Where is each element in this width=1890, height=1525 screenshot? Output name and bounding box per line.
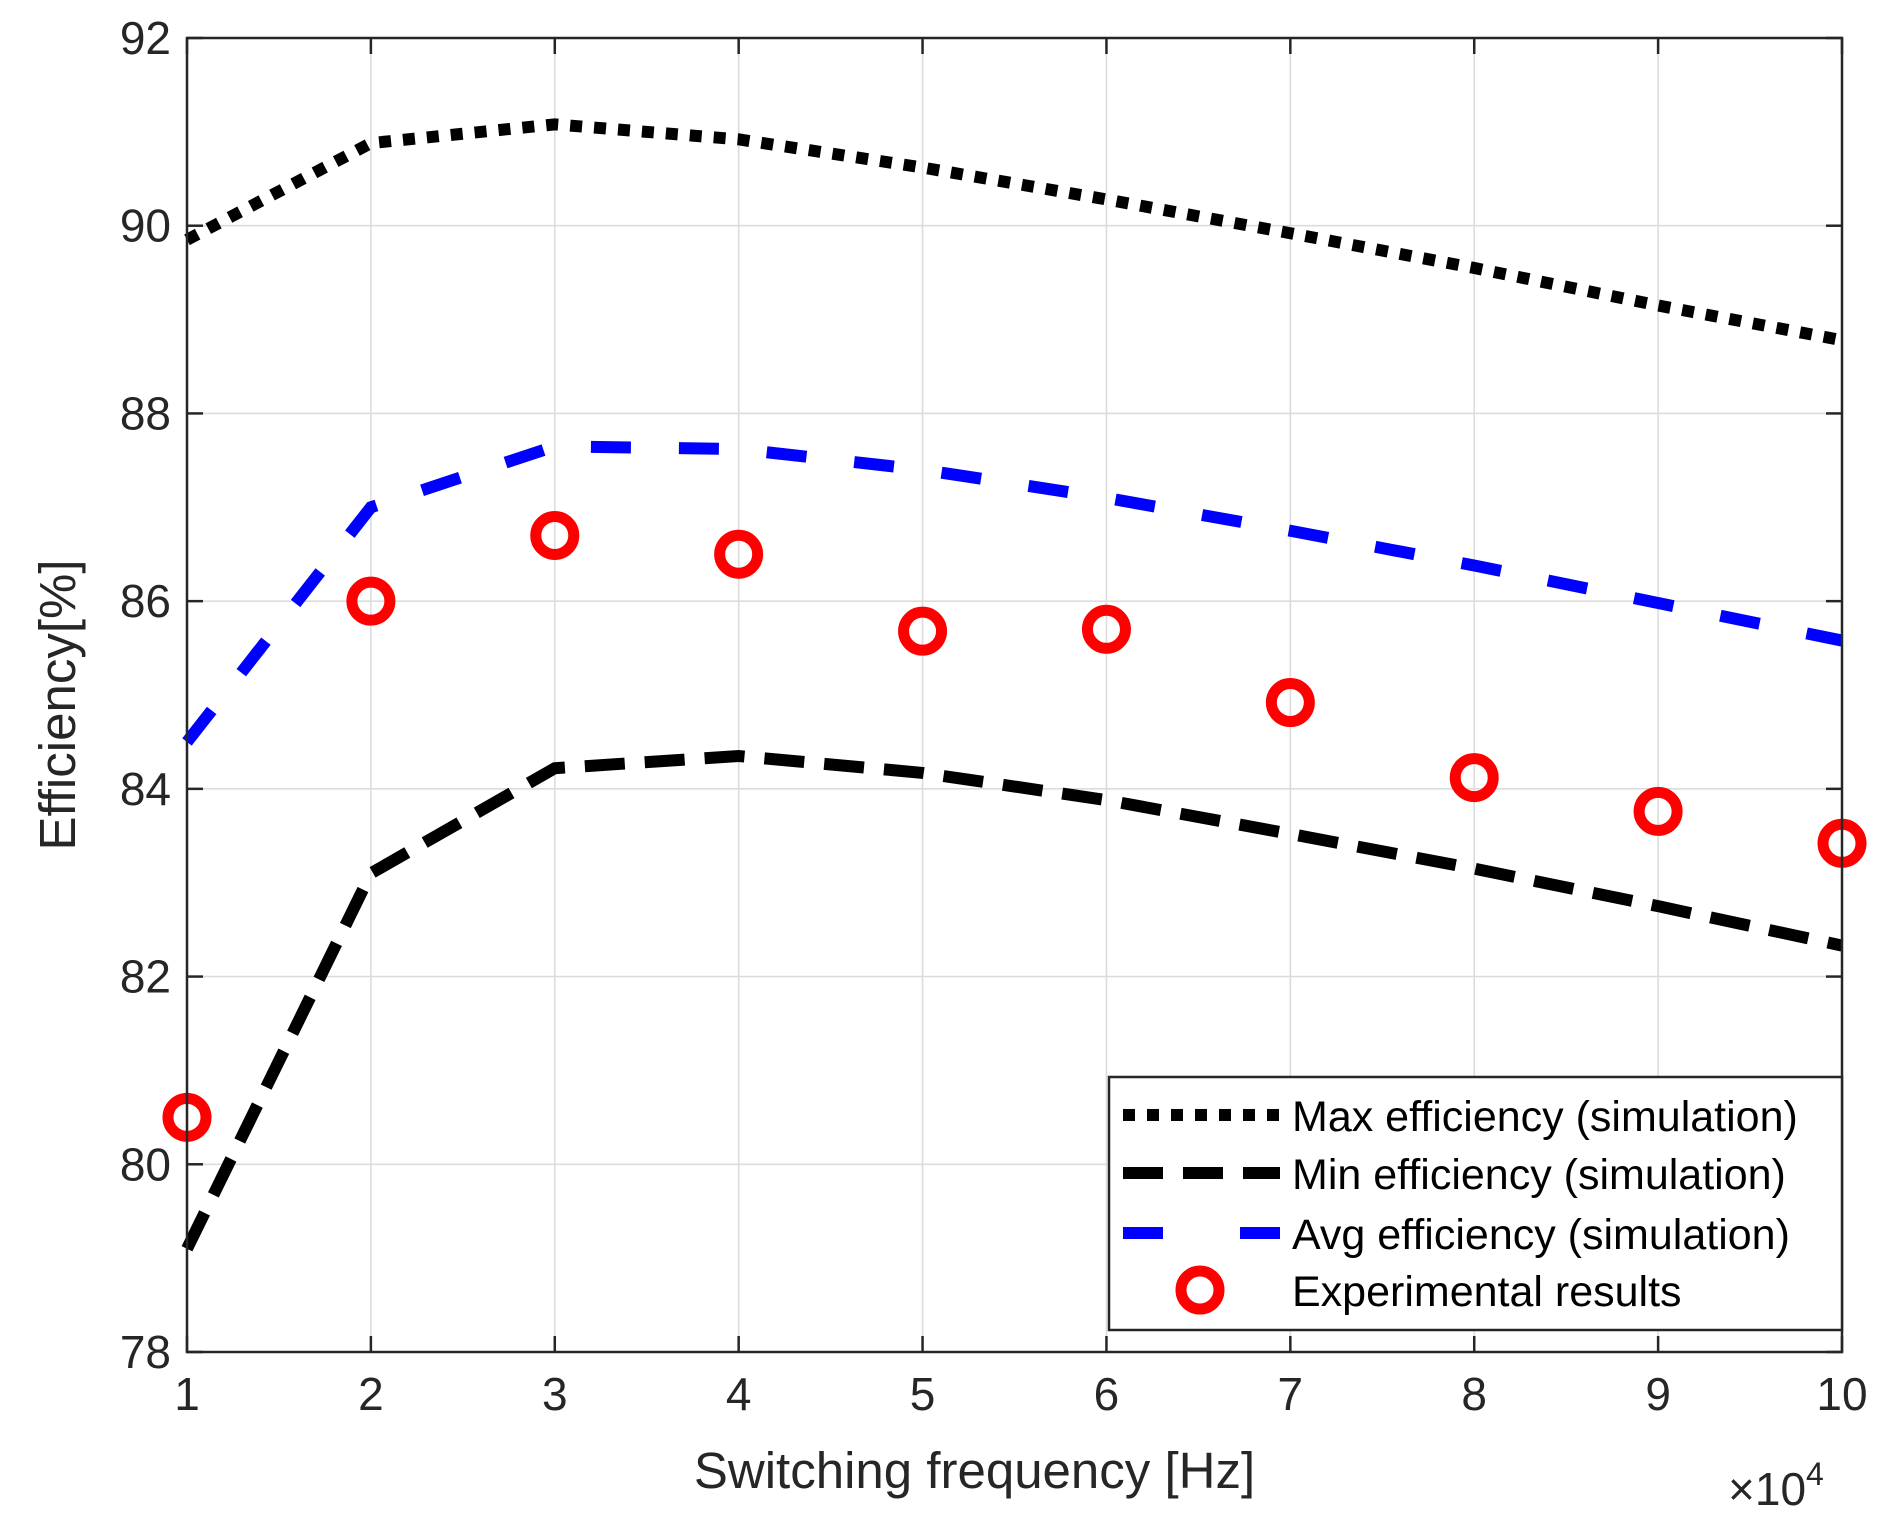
x-tick-label: 4 [726,1368,752,1420]
y-tick-label: 90 [120,200,171,252]
x-tick-label: 5 [910,1368,936,1420]
series-line-2 [182,440,1844,746]
experimental-data-point [530,510,580,560]
experimental-data-point [714,529,764,579]
legend-box [1107,1075,1844,1332]
experimental-data-point [1633,786,1683,836]
experimental-data-point [898,606,948,656]
y-tick-label: 82 [120,951,171,1003]
legend-label: Max efficiency (simulation) [1292,1093,1798,1141]
legend-label: Experimental results [1292,1268,1682,1316]
x-tick-label: 1 [174,1368,200,1420]
experimental-data-point [1449,753,1499,803]
legend: Max efficiency (simulation) Min efficienc… [1107,1075,1844,1332]
x-axis-label: Switching frequency [Hz] [694,1442,1255,1499]
x-tick-label: 8 [1461,1368,1487,1420]
series-line-1 [181,749,1844,1252]
experimental-data-point [1081,604,1131,654]
x-multiplier-base: ×10 [1728,1463,1806,1515]
y-tick-label: 86 [120,575,171,627]
legend-label: Avg efficiency (simulation) [1292,1211,1790,1259]
y-tick-label: 80 [120,1138,171,1190]
experimental-data-point [346,576,396,626]
x-axis-multiplier: ×104 [1728,1456,1824,1515]
y-tick-label: 78 [120,1326,171,1378]
plot-area-frame [185,36,1844,1354]
series-line-0 [184,118,1844,347]
x-tick-label: 7 [1278,1368,1304,1420]
x-tick-label: 3 [542,1368,568,1420]
y-tick-label: 84 [120,763,171,815]
x-tick-label: 10 [1816,1368,1867,1420]
series-layer [162,118,1867,1252]
x-tick-label: 9 [1645,1368,1671,1420]
x-tick-label: 6 [1094,1368,1120,1420]
y-axis-label: Efficiency[%] [29,559,86,850]
legend-label: Min efficiency (simulation) [1292,1151,1786,1199]
x-tick-label: 2 [358,1368,384,1420]
legend-marker-experimental [1175,1265,1225,1315]
experimental-data-point [1265,678,1315,728]
y-tick-label: 88 [120,387,171,439]
x-multiplier-exponent: 4 [1806,1456,1824,1492]
y-tick-label: 92 [120,12,171,64]
